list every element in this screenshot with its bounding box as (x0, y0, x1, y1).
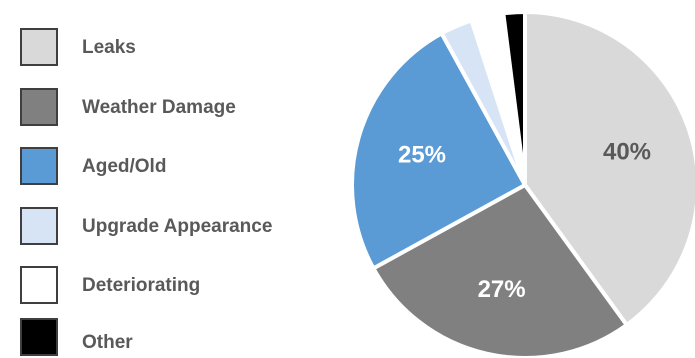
data-label-weather-damage: 27% (478, 276, 526, 303)
legend-item-upgrade-appearance: Upgrade Appearance (20, 207, 330, 247)
data-label-aged-old: 25% (398, 142, 446, 169)
legend-item-weather-damage: Weather Damage (20, 88, 330, 128)
legend-item-leaks: Leaks (20, 28, 330, 68)
legend-label-other: Other (82, 332, 133, 353)
legend-swatch-leaks (20, 28, 58, 66)
pie-slice-aged-old (350, 31, 527, 271)
legend-item-deteriorating: Deteriorating (20, 266, 330, 306)
legend-swatch-deteriorating (20, 266, 58, 304)
legend-swatch-weather-damage (20, 88, 58, 126)
pie-slice-other (501, 10, 527, 187)
legend-swatch-other (20, 318, 58, 356)
data-label-leaks: 40% (603, 138, 651, 165)
pie-slice-weather-damage (371, 183, 629, 358)
legend-label-aged-old: Aged/Old (82, 156, 167, 177)
legend-label-deteriorating: Deteriorating (82, 275, 201, 296)
pie-slice-leaks (523, 10, 695, 327)
chart-legend: Leaks Weather Damage Aged/Old Upgrade Ap… (0, 0, 330, 358)
legend-label-leaks: Leaks (82, 37, 136, 58)
legend-swatch-upgrade-appearance (20, 207, 58, 245)
legend-label-weather-damage: Weather Damage (82, 97, 236, 118)
legend-item-other: Other (20, 318, 330, 358)
legend-label-upgrade-appearance: Upgrade Appearance (82, 216, 273, 237)
legend-item-aged-old: Aged/Old (20, 147, 330, 187)
legend-swatch-aged-old (20, 147, 58, 185)
